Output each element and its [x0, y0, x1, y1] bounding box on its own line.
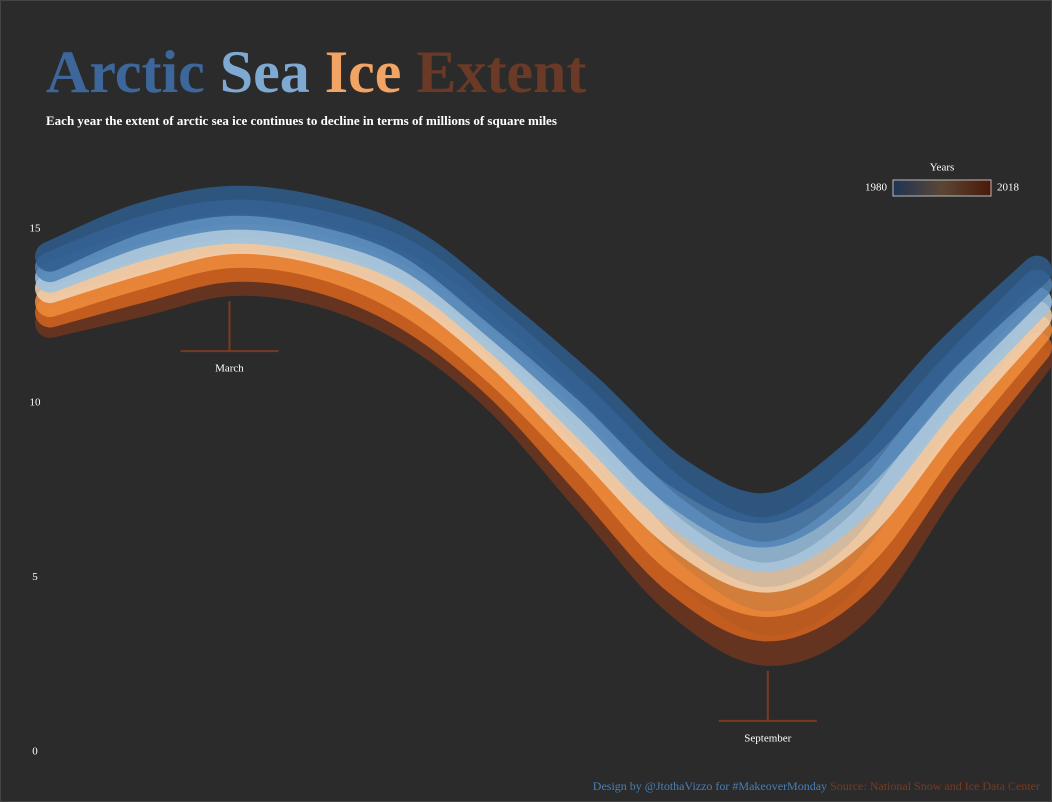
source: Source: National Snow and Ice Data Cente…	[830, 779, 1040, 793]
chart-title: Arctic Sea Ice Extent	[46, 39, 586, 105]
footer: Design by @JtothaVizzo for #MakeoverMond…	[593, 779, 1040, 793]
y-tick-label: 0	[32, 746, 38, 758]
credit: Design by @JtothaVizzo for #MakeoverMond…	[593, 779, 827, 793]
plot	[35, 185, 1052, 666]
y-tick-label: 5	[32, 571, 38, 583]
legend-start: 1980	[865, 182, 888, 194]
legend-title: Years	[930, 162, 955, 174]
title-word: Extent	[416, 39, 586, 105]
x-tick-label: March	[215, 363, 244, 375]
subtitle: Each year the extent of arctic sea ice c…	[46, 113, 557, 128]
x-tick-label: September	[744, 732, 791, 744]
y-tick-label: 15	[30, 222, 42, 234]
legend-end: 2018	[997, 182, 1020, 194]
title-word: Arctic	[46, 39, 205, 105]
legend-gradient	[892, 179, 992, 197]
title-word: Sea	[220, 39, 310, 105]
series-line	[35, 185, 1052, 524]
y-tick-label: 10	[30, 397, 42, 409]
title-word: Ice	[325, 39, 402, 105]
